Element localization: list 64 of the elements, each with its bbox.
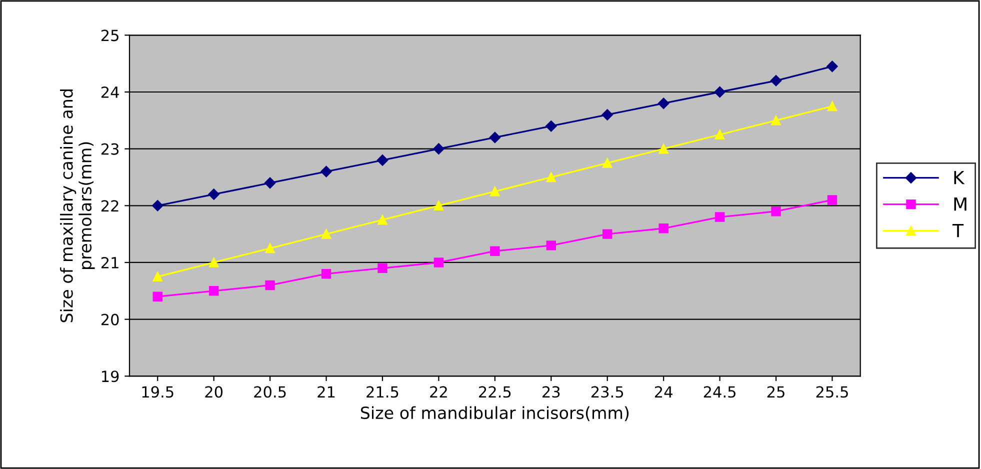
point — [826, 60, 838, 72]
point — [602, 109, 613, 120]
point — [489, 132, 501, 144]
point — [434, 200, 444, 211]
x-tick-label: 22 — [430, 386, 447, 398]
x-tick-label: 24.5 — [704, 386, 736, 398]
y-tick-label: 19 — [102, 370, 119, 382]
point — [602, 229, 612, 239]
y-tick-label: 20 — [101, 314, 119, 326]
legend-label: M — [954, 197, 966, 211]
y-tick-label: 24 — [101, 86, 119, 98]
point — [321, 268, 332, 279]
legend-label: T — [952, 224, 964, 238]
point — [490, 246, 500, 256]
point — [264, 177, 276, 189]
x-tick-label: 20 — [205, 386, 223, 398]
point — [378, 215, 388, 225]
point — [714, 86, 726, 98]
x-tick-label: 19.5 — [142, 386, 174, 398]
x-tick-label: 21 — [318, 386, 335, 398]
point — [771, 116, 781, 126]
x-tick-label: 25.5 — [816, 386, 848, 398]
point — [320, 166, 332, 178]
point — [714, 130, 725, 140]
y-tick-label: 23 — [101, 143, 119, 155]
point — [714, 212, 725, 222]
point — [152, 272, 162, 282]
legend-label: K — [954, 170, 965, 184]
point — [658, 224, 668, 234]
point — [208, 188, 220, 200]
y-tick-label: 22 — [101, 200, 118, 212]
point — [546, 240, 556, 250]
point — [152, 200, 164, 212]
y-tick-label: 25 — [101, 30, 118, 42]
y-axis-title: Size of maxillary canine and premolars(mm) — [60, 90, 95, 322]
point — [265, 280, 275, 290]
point — [827, 101, 838, 112]
x-tick-label: 20.5 — [254, 386, 286, 398]
point — [827, 195, 838, 205]
x-tick-label: 24 — [654, 386, 672, 398]
x-tick-label: 21.5 — [366, 386, 398, 398]
point — [208, 258, 219, 268]
point — [433, 143, 444, 154]
point — [378, 263, 388, 274]
point — [602, 158, 612, 168]
point — [434, 258, 444, 268]
y-tick-label: 21 — [101, 256, 118, 268]
x-tick-label: 23 — [542, 386, 560, 398]
point — [490, 186, 500, 196]
x-tick-label: 25 — [767, 386, 784, 398]
x-tick-label: 23.5 — [591, 386, 624, 398]
point — [265, 243, 275, 254]
point — [771, 206, 781, 216]
point — [546, 120, 557, 132]
point — [208, 286, 219, 296]
point — [658, 144, 668, 154]
point — [546, 172, 556, 182]
x-axis-title: Size of mandibular incisors(mm) — [360, 406, 629, 422]
point — [152, 292, 162, 302]
point — [770, 75, 782, 86]
point — [658, 98, 670, 109]
point — [321, 229, 332, 239]
point — [376, 154, 388, 166]
x-tick-label: 22.5 — [479, 386, 511, 398]
